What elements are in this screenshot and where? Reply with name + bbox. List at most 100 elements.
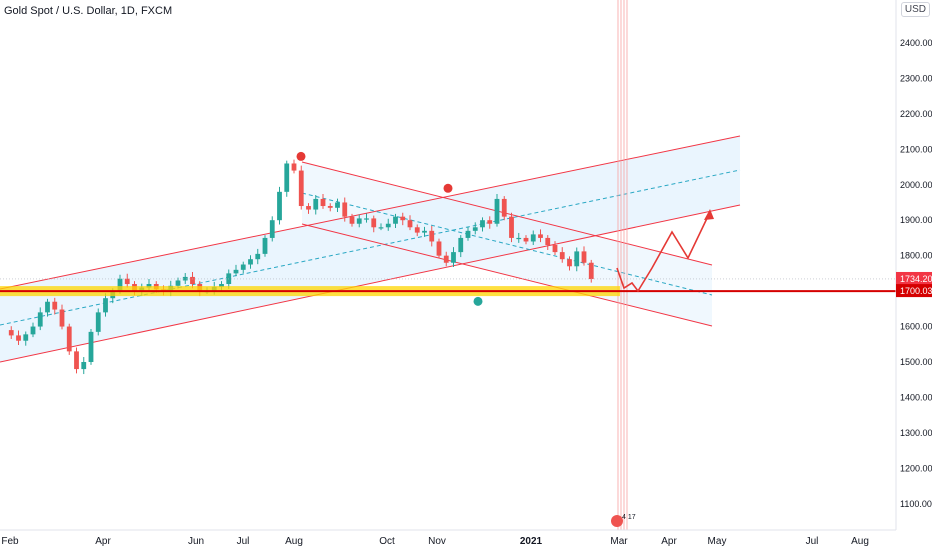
candle-body — [277, 191, 282, 221]
candle-body — [8, 330, 14, 336]
candle-body — [255, 253, 261, 260]
candle-body — [66, 326, 72, 352]
trend-channels — [0, 0, 741, 530]
price-tick-label: 2400.00 — [900, 38, 932, 48]
currency-badge[interactable]: USD — [900, 2, 930, 17]
descending-channel-upper — [301, 161, 713, 266]
candle-body — [458, 237, 464, 253]
time-tick-label: May — [708, 536, 727, 547]
candle-body — [37, 312, 43, 327]
ascending-channel-fill — [0, 136, 740, 362]
time-tick-label: Aug — [851, 536, 869, 547]
time-tick-label: Feb — [1, 536, 19, 547]
candle-body — [451, 252, 456, 263]
candle-body — [378, 227, 384, 229]
time-tick-label: Jul — [237, 536, 250, 547]
projection-arrowhead — [704, 209, 714, 220]
trough-marker-dot — [473, 296, 483, 306]
candle-body — [313, 198, 319, 210]
candle-body — [588, 262, 594, 280]
candle-body — [240, 264, 246, 270]
candle-body — [30, 326, 36, 335]
candle-body — [407, 220, 413, 228]
candle-body — [545, 237, 551, 246]
price-tick-label: 1500.00 — [900, 357, 932, 367]
price-axis[interactable]: 1100.00 1200.00 1300.00 1400.00 1500.00 1600.… — [895, 0, 932, 530]
candle-body — [335, 202, 340, 208]
candle-body — [59, 309, 65, 327]
time-tick-label: Mar — [610, 536, 628, 547]
candle-body — [472, 227, 478, 231]
candle-body — [291, 163, 297, 171]
event-flag-icon — [611, 515, 623, 527]
candle-body — [74, 351, 79, 370]
candle-body — [81, 362, 87, 370]
candle-body — [480, 220, 485, 228]
candle-body — [23, 334, 29, 341]
time-tick-label: Nov — [428, 536, 446, 547]
price-tick-label: 1600.00 — [900, 322, 932, 332]
price-tick-label: 2100.00 — [900, 144, 932, 154]
last-price-value: 1734.20 — [900, 274, 932, 284]
candle-body — [494, 198, 500, 224]
candle-body — [393, 216, 398, 224]
candle-body — [182, 276, 188, 281]
price-labels: 1734.20 1700.03 4 17 — [611, 271, 932, 527]
price-tick-label: 1900.00 — [900, 215, 932, 225]
descending-channel-median — [301, 192, 713, 296]
candle-body — [269, 220, 275, 238]
time-tick-label: Jul — [806, 536, 819, 547]
projection-path — [616, 211, 711, 293]
support-level-tag — [896, 284, 932, 298]
candle-body — [400, 216, 406, 221]
peak-marker-dot — [296, 151, 306, 161]
time-tick-label: 2021 — [520, 536, 543, 547]
time-tick-label: Apr — [95, 536, 111, 547]
candle-body — [88, 331, 94, 362]
candle-body — [443, 255, 449, 263]
candle-body — [509, 216, 514, 238]
overlays — [0, 151, 896, 306]
candle-body — [422, 230, 427, 233]
candle-body — [465, 230, 471, 238]
candle-body — [501, 198, 507, 217]
candle-body — [327, 206, 333, 208]
time-tick-label: Jun — [188, 536, 204, 547]
candle-body — [248, 259, 253, 265]
time-tick-label: Oct — [379, 536, 395, 547]
candle-body — [516, 237, 522, 240]
price-tick-label: 1200.00 — [900, 463, 932, 473]
candle-body — [320, 198, 326, 207]
candle-body — [559, 252, 565, 260]
candle-body — [371, 218, 377, 228]
price-tick-label: 2000.00 — [900, 180, 932, 190]
price-tick-label: 2300.00 — [900, 73, 932, 83]
candle-body — [16, 335, 21, 341]
candle-body — [175, 280, 181, 286]
candle-body — [52, 301, 58, 310]
peak-marker-dot — [443, 183, 453, 193]
candle-body — [436, 241, 442, 256]
time-tick-label: Apr — [661, 536, 677, 547]
chart-title: Gold Spot / U.S. Dollar, 1D, FXCM — [4, 5, 173, 17]
candle-body — [233, 269, 239, 274]
price-tick-label: 1400.00 — [900, 392, 932, 402]
candle-body — [262, 237, 268, 254]
candle-body — [414, 227, 420, 233]
candle-body — [124, 278, 130, 285]
candle-body — [284, 163, 290, 192]
candle-body — [298, 170, 304, 207]
candle-body — [146, 284, 152, 288]
ascending-channel-upper — [0, 135, 741, 290]
event-badge-label: 4 17 — [622, 514, 636, 521]
candle-body — [95, 312, 101, 332]
time-axis[interactable]: Feb Apr Jun Jul Aug Oct Nov 2021 Mar Apr May Jul Aug — [0, 529, 896, 547]
candle-body — [103, 298, 108, 313]
candle-body — [487, 220, 493, 224]
price-tick-label: 1100.00 — [900, 499, 932, 509]
candle-body — [306, 206, 311, 210]
candle-body — [45, 301, 50, 313]
candle-body — [349, 216, 355, 224]
ascending-channel-median — [0, 169, 741, 326]
